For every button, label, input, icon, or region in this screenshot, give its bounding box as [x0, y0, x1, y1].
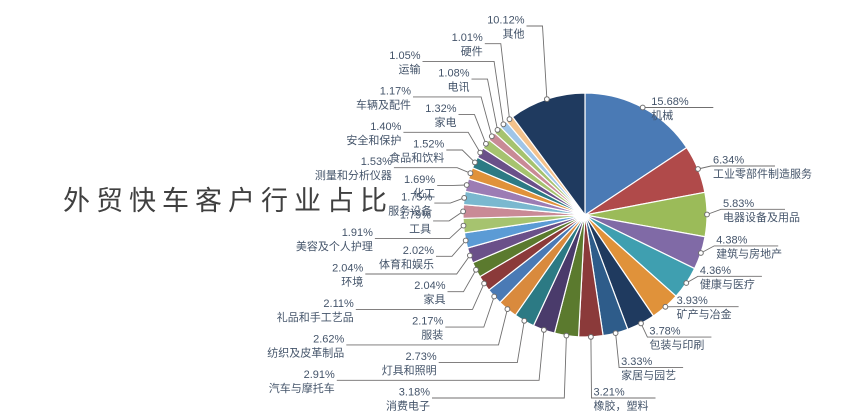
svg-text:1.17%: 1.17% — [380, 85, 411, 97]
svg-text:2.73%: 2.73% — [405, 351, 436, 363]
svg-text:1.01%: 1.01% — [452, 32, 483, 44]
svg-text:包装与印刷: 包装与印刷 — [649, 339, 704, 352]
svg-text:服装: 服装 — [421, 329, 443, 342]
svg-text:2.11%: 2.11% — [323, 298, 354, 310]
svg-text:1.53%: 1.53% — [361, 156, 392, 168]
svg-text:4.38%: 4.38% — [716, 234, 747, 246]
svg-text:测量和分析仪器: 测量和分析仪器 — [315, 168, 392, 182]
svg-text:1.79%: 1.79% — [400, 209, 431, 221]
svg-text:健康与医疗: 健康与医疗 — [700, 277, 755, 291]
svg-text:电器设备及用品: 电器设备及用品 — [723, 210, 800, 224]
svg-text:家居与园艺: 家居与园艺 — [621, 368, 676, 382]
svg-text:车辆及配件: 车辆及配件 — [356, 97, 411, 111]
svg-text:电讯: 电讯 — [448, 81, 470, 94]
svg-text:美容及个人护理: 美容及个人护理 — [296, 239, 373, 253]
svg-text:家具: 家具 — [424, 292, 446, 306]
svg-text:灯具和照明: 灯具和照明 — [382, 364, 437, 377]
svg-text:3.18%: 3.18% — [399, 387, 430, 399]
svg-text:橡胶，塑料: 橡胶，塑料 — [594, 399, 649, 411]
svg-text:运输: 运输 — [399, 62, 421, 76]
svg-text:2.62%: 2.62% — [313, 333, 344, 345]
svg-text:2.04%: 2.04% — [332, 263, 363, 275]
svg-text:礼品和手工艺品: 礼品和手工艺品 — [277, 310, 354, 324]
svg-text:工具: 工具 — [409, 222, 431, 235]
svg-text:1.69%: 1.69% — [404, 174, 435, 186]
svg-text:3.33%: 3.33% — [621, 356, 652, 368]
svg-text:1.08%: 1.08% — [438, 68, 469, 80]
svg-text:硬件: 硬件 — [461, 45, 483, 58]
svg-text:4.36%: 4.36% — [700, 265, 731, 277]
svg-text:3.93%: 3.93% — [677, 295, 708, 307]
svg-text:6.34%: 6.34% — [713, 155, 744, 167]
svg-text:1.52%: 1.52% — [413, 139, 444, 151]
svg-text:纺织及皮革制品: 纺织及皮革制品 — [267, 345, 344, 359]
svg-text:矿产与冶金: 矿产与冶金 — [677, 307, 732, 321]
svg-text:1.91%: 1.91% — [342, 227, 373, 239]
svg-text:工业零部件制造服务: 工业零部件制造服务 — [713, 167, 812, 181]
svg-text:1.40%: 1.40% — [370, 121, 401, 133]
svg-text:其他: 其他 — [503, 28, 525, 41]
svg-text:2.17%: 2.17% — [412, 316, 443, 328]
svg-text:家电: 家电 — [435, 115, 457, 129]
svg-text:汽车与摩托车: 汽车与摩托车 — [269, 381, 335, 395]
svg-text:2.02%: 2.02% — [403, 245, 434, 257]
svg-text:体育和娱乐: 体育和娱乐 — [379, 257, 434, 271]
svg-text:5.83%: 5.83% — [723, 198, 754, 210]
svg-text:环境: 环境 — [341, 275, 363, 289]
svg-text:机械: 机械 — [651, 108, 673, 122]
svg-text:消费电子: 消费电子 — [386, 399, 430, 411]
svg-text:安全和保护: 安全和保护 — [346, 133, 401, 147]
svg-text:10.12%: 10.12% — [487, 15, 525, 27]
svg-text:食品和饮料: 食品和饮料 — [389, 151, 444, 165]
svg-text:2.04%: 2.04% — [414, 280, 445, 292]
svg-text:3.78%: 3.78% — [649, 326, 680, 338]
svg-text:3.21%: 3.21% — [594, 387, 625, 399]
svg-text:1.05%: 1.05% — [389, 50, 420, 62]
svg-text:1.32%: 1.32% — [425, 103, 456, 115]
svg-text:1.75%: 1.75% — [401, 192, 432, 204]
svg-text:2.91%: 2.91% — [304, 369, 335, 381]
svg-text:15.68%: 15.68% — [651, 96, 689, 108]
svg-text:建筑与房地产: 建筑与房地产 — [716, 246, 782, 260]
